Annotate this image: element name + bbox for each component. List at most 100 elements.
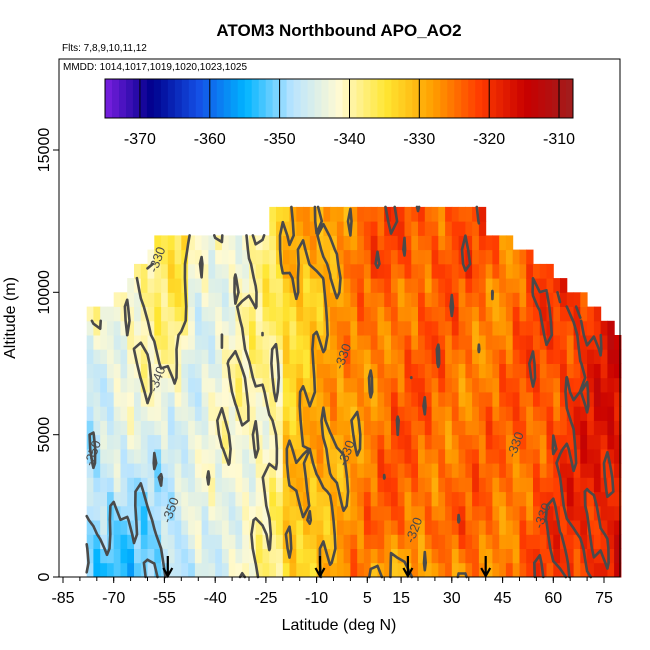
heatmap-cell <box>363 434 372 450</box>
heatmap-cell <box>134 491 142 507</box>
heatmap-cell <box>134 548 142 564</box>
heatmap-cell <box>519 320 527 336</box>
heatmap-cell <box>221 320 230 336</box>
heatmap-cell <box>296 235 304 251</box>
heatmap-cell <box>363 548 372 564</box>
heatmap-cell <box>282 292 291 307</box>
colorbar-cell <box>524 79 532 118</box>
heatmap-cell <box>363 263 372 279</box>
heatmap-cell <box>93 505 101 521</box>
heatmap-cell <box>485 534 493 549</box>
heatmap-cell <box>445 420 453 436</box>
heatmap-cell <box>384 434 392 450</box>
heatmap-cell <box>526 392 534 407</box>
heatmap-cell <box>411 377 419 393</box>
x-tick-label: -25 <box>254 590 277 607</box>
heatmap-cell <box>330 363 338 379</box>
heatmap-cell <box>262 548 270 564</box>
heatmap-cell <box>573 377 581 393</box>
heatmap-cell <box>512 477 520 493</box>
heatmap-cell <box>350 263 358 279</box>
heatmap-cell <box>309 534 318 549</box>
heatmap-cell <box>397 477 405 493</box>
heatmap-cells <box>86 206 622 578</box>
heatmap-cell <box>404 235 412 251</box>
x-tick-label: 45 <box>494 590 512 607</box>
heatmap-cell <box>343 534 351 549</box>
heatmap-cell <box>377 562 385 578</box>
heatmap-cell <box>147 406 155 421</box>
heatmap-cell <box>593 363 602 379</box>
heatmap-cell <box>384 520 392 535</box>
heatmap-cell <box>194 249 203 265</box>
heatmap-cell <box>384 278 392 293</box>
heatmap-cell <box>397 562 405 578</box>
heatmap-cell <box>438 448 446 464</box>
heatmap-cell <box>363 392 372 407</box>
heatmap-cell <box>343 292 351 307</box>
heatmap-cell <box>431 520 439 535</box>
heatmap-cell <box>242 420 250 436</box>
heatmap-cell <box>316 434 324 450</box>
colorbar-cell <box>552 79 560 118</box>
heatmap-cell <box>120 292 128 307</box>
heatmap-cell <box>188 505 196 521</box>
heatmap-cell <box>269 320 277 336</box>
heatmap-cell <box>553 448 561 464</box>
heatmap-cell <box>458 534 466 549</box>
heatmap-cell <box>100 448 108 464</box>
heatmap-cell <box>167 406 176 421</box>
heatmap-cell <box>499 434 507 450</box>
colorbar-cell <box>384 79 392 118</box>
heatmap-cell <box>600 335 608 350</box>
heatmap-cell <box>282 520 291 535</box>
heatmap-cell <box>377 221 385 236</box>
heatmap-cell <box>174 392 182 407</box>
heatmap-cell <box>465 278 473 293</box>
heatmap-cell <box>127 505 135 521</box>
heatmap-cell <box>127 406 135 421</box>
heatmap-cell <box>370 434 378 450</box>
heatmap-cell <box>289 548 297 564</box>
heatmap-cell <box>316 278 324 293</box>
heatmap-cell <box>201 320 209 336</box>
heatmap-cell <box>539 434 548 450</box>
heatmap-cell <box>86 335 94 350</box>
heatmap-cell <box>458 263 466 279</box>
heatmap-cell <box>424 420 433 436</box>
heatmap-cell <box>228 377 236 393</box>
heatmap-cell <box>113 477 121 493</box>
heatmap-cell <box>539 420 548 436</box>
heatmap-cell <box>235 534 243 549</box>
heatmap-cell <box>309 491 318 507</box>
heatmap-cell <box>336 235 345 251</box>
heatmap-cell <box>107 392 115 407</box>
heatmap-cell <box>174 420 182 436</box>
heatmap-cell <box>391 420 399 436</box>
heatmap-cell <box>431 349 439 364</box>
heatmap-cell <box>303 363 311 379</box>
heatmap-cell <box>289 349 297 364</box>
heatmap-cell <box>215 548 223 564</box>
heatmap-cell <box>242 491 250 507</box>
heatmap-cell <box>607 448 615 464</box>
heatmap-cell <box>107 420 115 436</box>
heatmap-cell <box>404 406 412 421</box>
heatmap-cell <box>404 392 412 407</box>
heatmap-cell <box>350 206 358 222</box>
heatmap-cell <box>445 392 453 407</box>
heatmap-cell <box>593 434 602 450</box>
x-axis: -85 -70 -55 -40 -25 -10 5 15 30 45 60 75 <box>51 577 613 607</box>
heatmap-cell <box>553 292 561 307</box>
heatmap-cell <box>519 292 527 307</box>
heatmap-cell <box>316 448 324 464</box>
heatmap-cell <box>370 406 378 421</box>
heatmap-cell <box>167 491 176 507</box>
heatmap-cell <box>505 520 514 535</box>
heatmap-cell <box>614 349 622 364</box>
heatmap-cell <box>451 249 460 265</box>
heatmap-cell <box>431 292 439 307</box>
heatmap-cell <box>296 562 304 578</box>
heatmap-cell <box>512 335 520 350</box>
heatmap-cell <box>485 491 493 507</box>
